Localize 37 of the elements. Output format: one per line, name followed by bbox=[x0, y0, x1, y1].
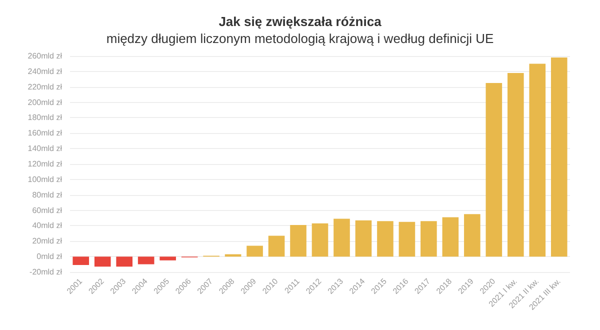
y-tick-label: 120mld zł bbox=[28, 160, 62, 168]
y-tick-label: 20mld zł bbox=[32, 236, 62, 246]
bar bbox=[529, 64, 546, 257]
y-tick-label: 160mld zł bbox=[28, 128, 62, 138]
y-tick-label: 140mld zł bbox=[28, 144, 62, 154]
bar bbox=[312, 223, 328, 257]
bar bbox=[355, 220, 372, 257]
y-tick-label: 260mld zł bbox=[28, 52, 62, 60]
bar bbox=[116, 256, 132, 267]
y-tick-label: 100mld zł bbox=[28, 174, 62, 184]
y-tick-label: 80mld zł bbox=[32, 190, 62, 200]
y-tick-label: 200mld zł bbox=[28, 98, 62, 107]
bar bbox=[377, 221, 394, 257]
bar bbox=[442, 217, 459, 257]
chart-subtitle: między długiem liczonym metodologią krajową i według definicji UE bbox=[106, 31, 494, 46]
bar bbox=[72, 256, 90, 266]
bar bbox=[508, 72, 524, 257]
bar bbox=[420, 221, 437, 257]
bar bbox=[246, 246, 263, 257]
bar bbox=[94, 256, 111, 267]
bar bbox=[486, 83, 502, 257]
y-tick-label: 180mld zł bbox=[28, 113, 62, 122]
bar bbox=[464, 214, 480, 257]
chart-title: Jak się zwiększała różnica bbox=[218, 14, 382, 29]
bar bbox=[268, 236, 285, 257]
y-tick-label: 40mld zł bbox=[32, 221, 62, 230]
bar bbox=[138, 256, 154, 264]
bar bbox=[334, 218, 350, 257]
y-tick-label: 240mld zł bbox=[28, 66, 62, 76]
y-tick-label: -20mld zł bbox=[30, 268, 62, 276]
y-tick-label: 0mld zł bbox=[36, 252, 62, 262]
bar bbox=[550, 58, 568, 257]
bar bbox=[398, 222, 416, 257]
bar bbox=[160, 256, 176, 260]
bar bbox=[290, 224, 306, 257]
y-tick-label: 220mld zł bbox=[28, 82, 62, 92]
y-tick-label: 60mld zł bbox=[32, 206, 62, 215]
